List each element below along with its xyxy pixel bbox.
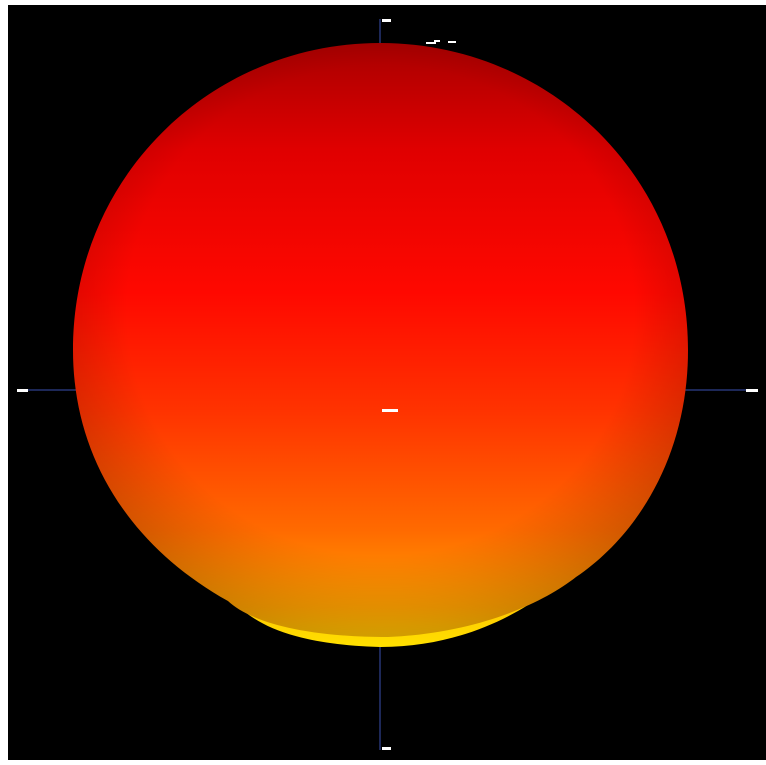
scene-canvas[interactable] [8, 5, 766, 760]
top-artifact-icon [426, 40, 456, 44]
axis-tag-icon [746, 389, 758, 392]
sphere-shading [73, 43, 688, 637]
origin-marker-icon [382, 409, 398, 412]
axis-tag-icon [17, 389, 28, 392]
axis-tag-icon [382, 747, 391, 750]
axis-tag-icon [382, 19, 391, 22]
3d-viewport[interactable] [8, 5, 766, 760]
